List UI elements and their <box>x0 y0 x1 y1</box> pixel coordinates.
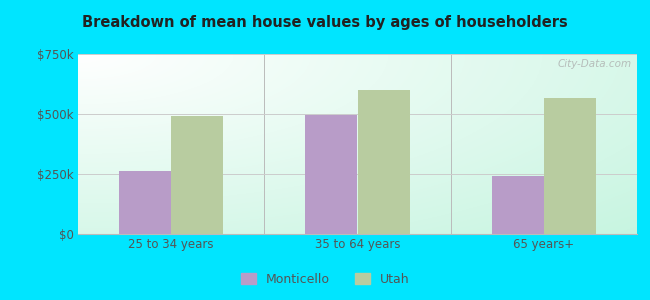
Text: Breakdown of mean house values by ages of householders: Breakdown of mean house values by ages o… <box>82 15 568 30</box>
Bar <box>544 98 596 234</box>
Bar <box>358 90 410 234</box>
Bar <box>491 176 544 234</box>
Bar <box>171 116 224 234</box>
Bar <box>119 171 171 234</box>
Bar <box>306 115 358 234</box>
Text: City-Data.com: City-Data.com <box>557 59 631 69</box>
Legend: Monticello, Utah: Monticello, Utah <box>236 268 414 291</box>
